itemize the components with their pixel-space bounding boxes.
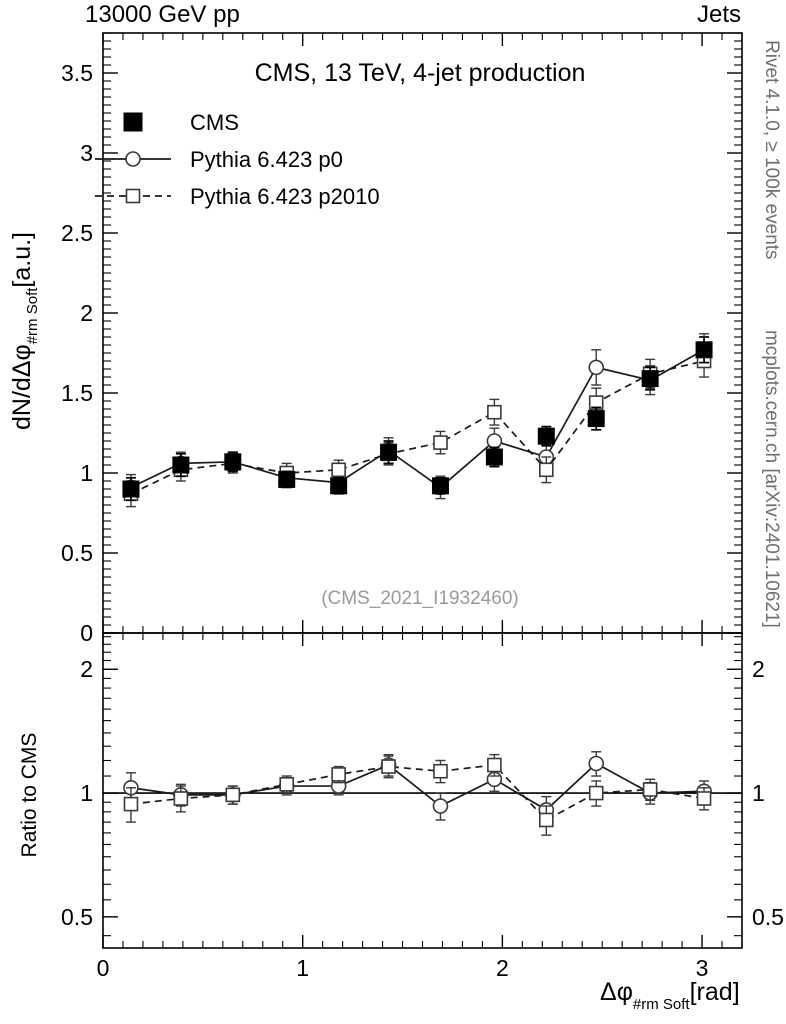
data-marker xyxy=(331,767,346,782)
y-tick-label: 2 xyxy=(80,300,93,326)
header-process-label: Jets xyxy=(697,1,741,28)
main-panel-series xyxy=(122,333,713,508)
data-marker xyxy=(123,796,139,812)
ratio-y-tick-label: 2 xyxy=(752,656,765,682)
page-title: CMS, 13 TeV, 4-jet production xyxy=(255,59,586,87)
data-marker xyxy=(380,443,398,461)
y-axis-title: dN/dΔφ#rm Soft[a.u.] xyxy=(8,232,41,430)
data-marker xyxy=(588,359,605,376)
data-marker xyxy=(331,462,346,478)
data-marker xyxy=(642,782,658,797)
data-marker xyxy=(433,763,448,779)
x-tick-label: 2 xyxy=(496,955,509,981)
data-marker xyxy=(487,757,502,773)
x-tick-label: 3 xyxy=(696,955,709,981)
main-panel-frame: 0 0.5 1 1.5 2 2.5 3 3.5 xyxy=(61,32,743,646)
data-marker xyxy=(381,759,396,774)
legend-marker xyxy=(123,112,143,132)
legend: CMS Pythia 6.423 p0 Pythia 6.423 p2010 xyxy=(95,110,380,209)
data-marker xyxy=(432,798,449,814)
data-marker xyxy=(225,787,241,803)
ratio-axis-title: Ratio to CMS xyxy=(18,733,41,858)
series-line xyxy=(130,762,705,811)
data-marker xyxy=(486,433,503,449)
legend-label: Pythia 6.423 p2010 xyxy=(190,184,380,209)
data-marker xyxy=(433,435,448,450)
series-line xyxy=(130,764,705,822)
ratio-y-tick-label: 2 xyxy=(80,656,93,682)
data-marker xyxy=(539,812,554,828)
data-marker xyxy=(122,480,140,498)
data-marker xyxy=(487,404,502,420)
data-marker xyxy=(485,448,503,466)
legend-label: CMS xyxy=(190,110,239,135)
data-marker xyxy=(539,462,554,478)
data-marker xyxy=(641,370,659,388)
rivet-version-label: Rivet 4.1.0, ≥ 100k events xyxy=(761,40,782,260)
ratio-y-tick-label: 1 xyxy=(80,780,93,806)
series-line xyxy=(130,349,705,489)
data-marker xyxy=(279,777,295,792)
data-marker xyxy=(588,755,605,772)
data-marker xyxy=(537,427,555,445)
header-beam-label: 13000 GeV pp xyxy=(85,1,240,28)
mcplots-source-label: mcplots.cern.ch [arXiv:2401.10621] xyxy=(761,330,782,628)
analysis-id-watermark: (CMS_2021_I1932460) xyxy=(321,588,519,609)
y-tick-label: 1 xyxy=(80,460,93,486)
data-marker xyxy=(330,477,348,495)
legend-marker xyxy=(125,188,141,204)
y-tick-label: 3.5 xyxy=(61,60,93,86)
data-marker xyxy=(173,791,189,806)
data-marker xyxy=(695,341,713,359)
series-line xyxy=(130,360,705,495)
data-marker xyxy=(588,785,604,801)
ratio-panel-frame: 0 1 2 3 0.5 0.5 1 1 2 2 xyxy=(61,632,784,981)
ratio-y-tick-label: 0.5 xyxy=(752,904,784,930)
ratio-panel-series xyxy=(123,751,712,836)
data-marker xyxy=(224,453,242,471)
y-tick-label: 1.5 xyxy=(61,380,93,406)
y-tick-label: 0 xyxy=(80,620,93,646)
data-marker xyxy=(172,456,190,474)
legend-label: Pythia 6.423 p0 xyxy=(190,147,343,172)
ratio-y-tick-label: 1 xyxy=(752,780,765,806)
ratio-y-tick-label: 0.5 xyxy=(61,904,93,930)
svg-text:Δφ#rm Soft[rad]: Δφ#rm Soft[rad] xyxy=(600,978,740,1013)
data-marker xyxy=(587,410,605,428)
data-marker xyxy=(278,470,296,488)
svg-text:dN/dΔφ#rm Soft[a.u.]: dN/dΔφ#rm Soft[a.u.] xyxy=(8,232,41,430)
data-marker xyxy=(431,477,449,495)
y-tick-label: 0.5 xyxy=(61,540,93,566)
x-axis-title: Δφ#rm Soft[rad] xyxy=(600,978,740,1013)
data-marker xyxy=(696,791,712,806)
x-tick-label: 1 xyxy=(296,955,309,981)
legend-marker xyxy=(125,151,141,167)
y-tick-label: 3 xyxy=(80,140,93,166)
x-tick-label: 0 xyxy=(97,955,110,981)
y-tick-label: 2.5 xyxy=(61,220,93,246)
